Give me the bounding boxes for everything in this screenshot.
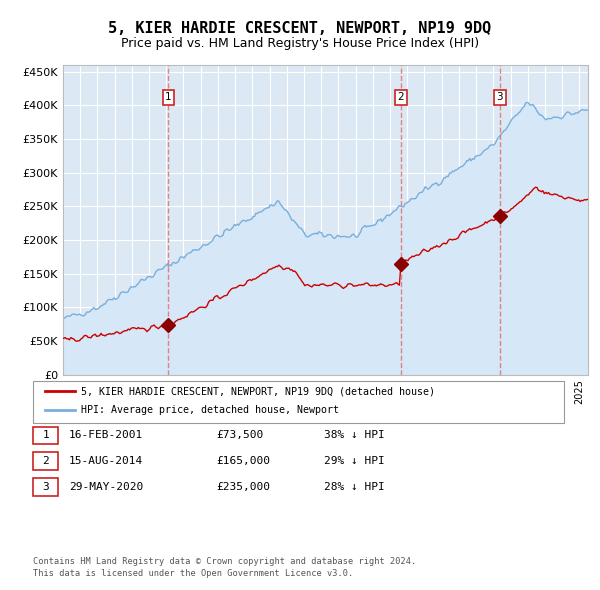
Text: 5, KIER HARDIE CRESCENT, NEWPORT, NP19 9DQ: 5, KIER HARDIE CRESCENT, NEWPORT, NP19 9… bbox=[109, 21, 491, 36]
Text: 1: 1 bbox=[42, 431, 49, 440]
Text: 3: 3 bbox=[496, 93, 503, 103]
Text: 29-MAY-2020: 29-MAY-2020 bbox=[69, 482, 143, 491]
Text: 2: 2 bbox=[397, 93, 404, 103]
Text: 3: 3 bbox=[42, 482, 49, 491]
Text: 5, KIER HARDIE CRESCENT, NEWPORT, NP19 9DQ (detached house): 5, KIER HARDIE CRESCENT, NEWPORT, NP19 9… bbox=[81, 386, 435, 396]
Text: £235,000: £235,000 bbox=[216, 482, 270, 491]
Text: Contains HM Land Registry data © Crown copyright and database right 2024.
This d: Contains HM Land Registry data © Crown c… bbox=[33, 557, 416, 578]
Text: £165,000: £165,000 bbox=[216, 456, 270, 466]
Text: 28% ↓ HPI: 28% ↓ HPI bbox=[324, 482, 385, 491]
Text: 38% ↓ HPI: 38% ↓ HPI bbox=[324, 431, 385, 440]
Text: 1: 1 bbox=[165, 93, 172, 103]
Text: 15-AUG-2014: 15-AUG-2014 bbox=[69, 456, 143, 466]
Text: Price paid vs. HM Land Registry's House Price Index (HPI): Price paid vs. HM Land Registry's House … bbox=[121, 37, 479, 50]
Text: 2: 2 bbox=[42, 456, 49, 466]
Text: £73,500: £73,500 bbox=[216, 431, 263, 440]
Text: 16-FEB-2001: 16-FEB-2001 bbox=[69, 431, 143, 440]
Text: 29% ↓ HPI: 29% ↓ HPI bbox=[324, 456, 385, 466]
Text: HPI: Average price, detached house, Newport: HPI: Average price, detached house, Newp… bbox=[81, 405, 339, 415]
